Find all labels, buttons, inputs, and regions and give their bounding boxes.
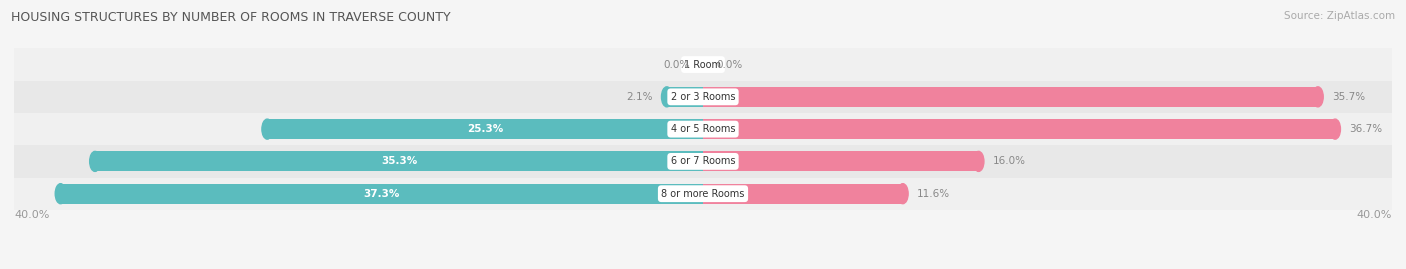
Text: Source: ZipAtlas.com: Source: ZipAtlas.com	[1284, 11, 1395, 21]
Circle shape	[897, 184, 908, 204]
Bar	[703, 119, 1336, 139]
Text: 2.1%: 2.1%	[627, 92, 652, 102]
Circle shape	[1330, 119, 1340, 139]
Circle shape	[1313, 87, 1323, 107]
Circle shape	[262, 119, 273, 139]
Circle shape	[55, 184, 66, 204]
Bar	[14, 81, 1392, 113]
Text: 8 or more Rooms: 8 or more Rooms	[661, 189, 745, 199]
Bar	[14, 145, 1392, 178]
Text: 11.6%: 11.6%	[917, 189, 949, 199]
Bar	[14, 48, 1392, 81]
Text: 6 or 7 Rooms: 6 or 7 Rooms	[671, 156, 735, 167]
Text: 37.3%: 37.3%	[364, 189, 399, 199]
Text: 16.0%: 16.0%	[993, 156, 1025, 167]
Text: 4 or 5 Rooms: 4 or 5 Rooms	[671, 124, 735, 134]
Bar	[14, 178, 1392, 210]
Text: 2 or 3 Rooms: 2 or 3 Rooms	[671, 92, 735, 102]
Circle shape	[973, 151, 984, 171]
Text: 40.0%: 40.0%	[1357, 210, 1392, 220]
Text: 0.0%: 0.0%	[717, 59, 742, 70]
Bar	[14, 113, 1392, 145]
Bar	[703, 184, 903, 204]
Text: 35.3%: 35.3%	[381, 156, 418, 167]
Text: 0.0%: 0.0%	[664, 59, 689, 70]
Circle shape	[661, 87, 672, 107]
Bar	[96, 151, 703, 171]
Text: HOUSING STRUCTURES BY NUMBER OF ROOMS IN TRAVERSE COUNTY: HOUSING STRUCTURES BY NUMBER OF ROOMS IN…	[11, 11, 451, 24]
Text: 35.7%: 35.7%	[1331, 92, 1365, 102]
Text: 1 Room: 1 Room	[685, 59, 721, 70]
Bar	[703, 151, 979, 171]
Bar	[267, 119, 703, 139]
Circle shape	[90, 151, 100, 171]
Text: 36.7%: 36.7%	[1348, 124, 1382, 134]
Text: 25.3%: 25.3%	[467, 124, 503, 134]
Bar	[60, 184, 703, 204]
Bar	[703, 87, 1317, 107]
Text: 40.0%: 40.0%	[14, 210, 49, 220]
Bar	[666, 87, 703, 107]
